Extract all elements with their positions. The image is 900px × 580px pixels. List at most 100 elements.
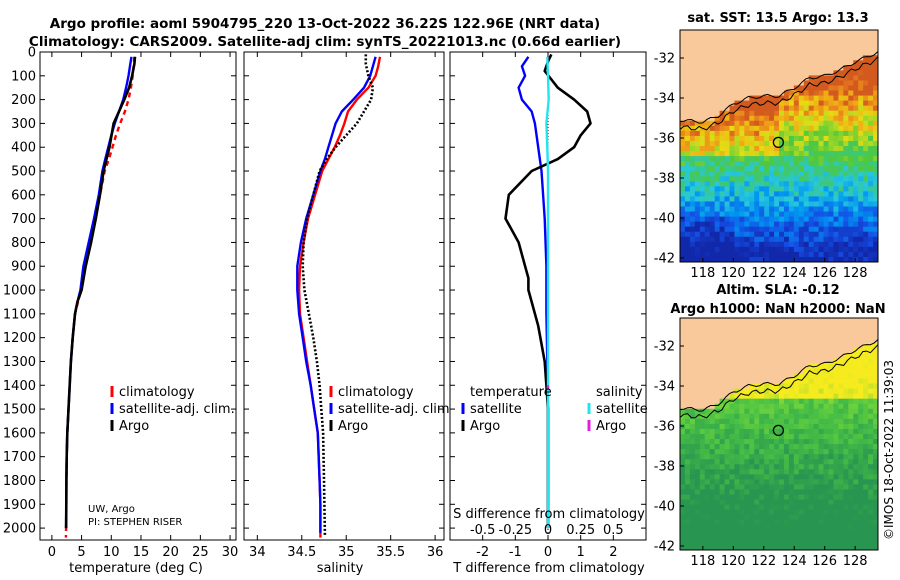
map-cell (828, 120, 834, 127)
map-cell (858, 70, 864, 76)
legend-label-satellite: satellite-adj. clim. (338, 402, 454, 417)
map-cell (774, 251, 780, 258)
map-cell (858, 428, 864, 435)
map-cell (823, 181, 829, 187)
map-cell (868, 55, 874, 61)
map-cell (858, 115, 864, 122)
map-cell (828, 80, 834, 86)
map-cell (689, 125, 696, 132)
map-cell (863, 45, 869, 51)
map-cell (788, 519, 795, 526)
map-cell (793, 509, 800, 516)
map-cell (680, 368, 686, 374)
map-cell (779, 55, 785, 61)
map-cell (694, 115, 701, 122)
map-cell (739, 454, 745, 460)
map-cell (823, 343, 829, 349)
map-cell (823, 434, 829, 440)
map-cell (858, 469, 864, 475)
map-cell (783, 125, 790, 132)
map-cell (873, 171, 879, 177)
map-cell (788, 338, 795, 344)
map-cell (714, 403, 720, 410)
map-cell (729, 146, 735, 152)
map-cell (828, 489, 834, 495)
map-cell (838, 236, 844, 243)
map-cell (699, 191, 706, 197)
map-cell (823, 539, 829, 546)
map-cell (873, 30, 879, 36)
map-cell (793, 191, 800, 197)
map-cell (684, 55, 691, 61)
map-cell (744, 469, 750, 475)
map-cell (813, 191, 819, 197)
map-cell (699, 50, 706, 56)
map-cell (863, 474, 869, 480)
map-cell (808, 70, 815, 76)
map-cell (724, 489, 730, 495)
map-cell (754, 161, 760, 167)
map-cell (808, 110, 815, 117)
map-cell (749, 454, 755, 460)
map-cell (828, 256, 834, 263)
map-cell (843, 474, 849, 480)
map-cell (838, 454, 844, 460)
map-cell (769, 75, 775, 81)
map-cell (739, 105, 745, 112)
map-cell (680, 509, 686, 516)
map-cell (774, 328, 780, 334)
map-cell (783, 156, 790, 162)
salinity-panel: 34 34.5 35 35.5 36 salinity climatology sate… (243, 51, 454, 576)
map-cell (699, 211, 706, 218)
map-cell (764, 519, 770, 526)
map-cell (873, 428, 879, 435)
y-tick-label: 300 (11, 117, 36, 132)
map-cell (848, 469, 854, 475)
map-cell (848, 333, 854, 339)
map-cell (868, 353, 874, 359)
map-cell (724, 40, 730, 46)
map-cell (798, 70, 805, 76)
map-cell (739, 439, 745, 445)
legend-label-climatology: climatology (119, 385, 195, 400)
map-cell (719, 383, 725, 390)
map-cell (699, 231, 706, 238)
map-cell (680, 156, 686, 162)
map-cell (823, 50, 829, 56)
map-cell (808, 383, 815, 390)
map-cell (788, 378, 795, 384)
map-cell (689, 459, 696, 465)
map-cell (803, 423, 810, 430)
map-cell (828, 439, 834, 445)
map-cell (724, 474, 730, 480)
map-cell (838, 50, 844, 56)
map-cell (803, 40, 810, 46)
map-cell (704, 479, 711, 485)
map-cell (853, 544, 859, 551)
map-cell (843, 514, 849, 521)
map-cell (754, 534, 760, 541)
map-cell (843, 328, 849, 334)
map-cell (779, 161, 785, 167)
map-cell (798, 105, 805, 112)
map-cell (838, 484, 844, 490)
map-cell (759, 484, 765, 490)
map-cell (714, 45, 720, 51)
map-cell (798, 539, 805, 546)
map-cell (689, 413, 696, 420)
map-cell (680, 489, 686, 495)
map-cell (863, 378, 869, 384)
map-cell (868, 30, 874, 36)
map-cell (783, 231, 790, 238)
map-cell (749, 156, 755, 162)
map-cell (694, 504, 701, 511)
map-cell (813, 403, 819, 410)
y-tick-label: 100 (11, 69, 36, 84)
difference-top-axis-label: S difference from climatology (453, 507, 645, 522)
map-cell (813, 60, 819, 66)
map-cell (813, 479, 819, 485)
map-cell (808, 55, 815, 61)
map-cell (739, 206, 745, 212)
map-cell (853, 428, 859, 435)
map-cell (704, 529, 711, 536)
